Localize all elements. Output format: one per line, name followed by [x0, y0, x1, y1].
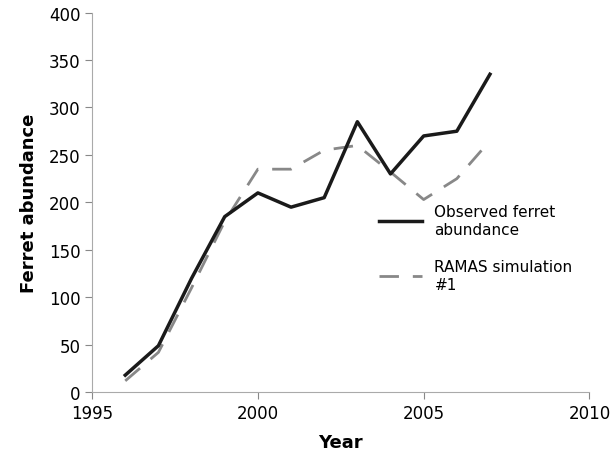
RAMAS simulation
#1	[387, 170, 394, 175]
Legend: Observed ferret
abundance, RAMAS simulation
#1: Observed ferret abundance, RAMAS simulat…	[373, 198, 578, 298]
X-axis label: Year: Year	[319, 433, 363, 451]
RAMAS simulation
#1	[287, 167, 295, 172]
RAMAS simulation
#1	[486, 138, 494, 144]
RAMAS simulation
#1	[122, 378, 129, 384]
RAMAS simulation
#1	[321, 148, 328, 153]
RAMAS simulation
#1	[354, 143, 361, 149]
Observed ferret
abundance	[155, 343, 162, 349]
Observed ferret
abundance	[387, 172, 394, 177]
Y-axis label: Ferret abundance: Ferret abundance	[20, 114, 37, 292]
Observed ferret
abundance	[287, 205, 295, 210]
Observed ferret
abundance	[354, 120, 361, 125]
Line: RAMAS simulation
#1: RAMAS simulation #1	[125, 141, 490, 381]
Observed ferret
abundance	[188, 276, 195, 281]
RAMAS simulation
#1	[188, 285, 195, 291]
Observed ferret
abundance	[221, 214, 228, 220]
RAMAS simulation
#1	[453, 176, 460, 182]
Line: Observed ferret
abundance: Observed ferret abundance	[125, 75, 490, 375]
Observed ferret
abundance	[453, 129, 460, 134]
RAMAS simulation
#1	[254, 167, 262, 172]
Observed ferret
abundance	[486, 72, 494, 78]
RAMAS simulation
#1	[155, 350, 162, 355]
Observed ferret
abundance	[420, 134, 427, 139]
Observed ferret
abundance	[254, 191, 262, 196]
Observed ferret
abundance	[321, 196, 328, 201]
RAMAS simulation
#1	[221, 219, 228, 225]
Observed ferret
abundance	[122, 373, 129, 378]
RAMAS simulation
#1	[420, 198, 427, 203]
